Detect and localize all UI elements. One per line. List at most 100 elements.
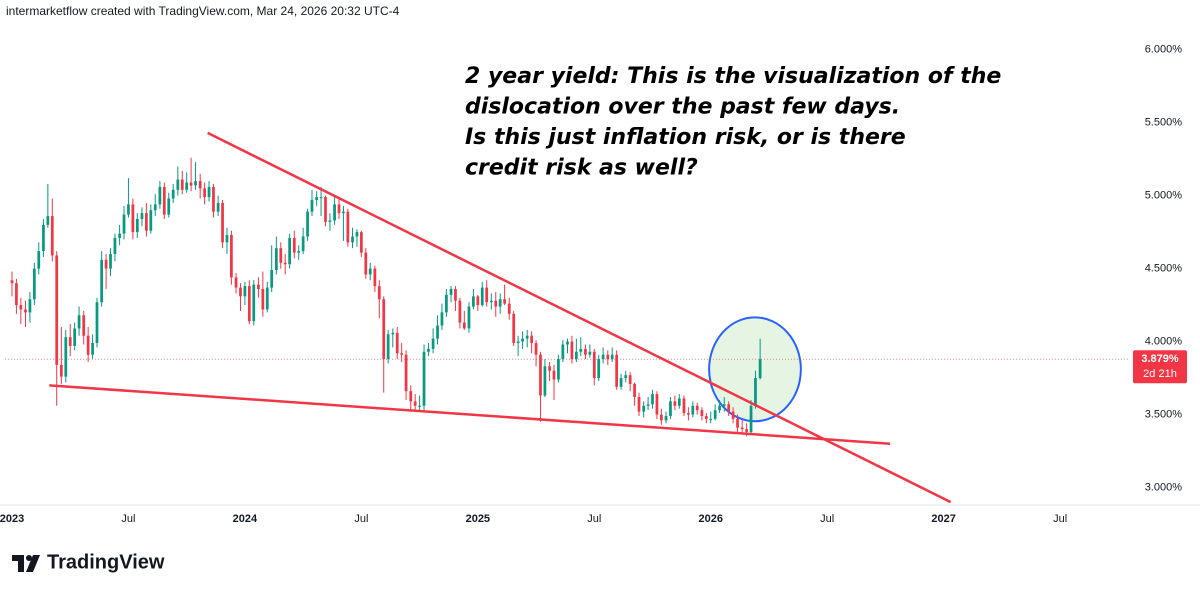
candle-body [373, 268, 377, 287]
candle-body [55, 255, 59, 365]
candle-body [498, 299, 502, 307]
logo-mark [26, 555, 40, 572]
candle-body [485, 287, 489, 303]
candle-body [749, 405, 753, 433]
candle-body [695, 405, 699, 411]
plot-area [5, 131, 1130, 504]
candle-body [386, 334, 390, 360]
x-tick-label: Jul [820, 513, 834, 525]
candle-body [413, 401, 417, 406]
candle-body [122, 214, 126, 234]
candle-body [207, 186, 211, 198]
trendline [207, 131, 952, 504]
candle-body [265, 287, 269, 310]
y-tick-label: 5.000% [1145, 190, 1183, 202]
candle-body [247, 286, 251, 322]
logo-mark [12, 555, 24, 572]
candle-body [310, 200, 314, 212]
candle-body [677, 398, 681, 406]
candle-body [454, 289, 457, 301]
candle-body [73, 328, 77, 346]
candle-body [391, 332, 395, 335]
x-tick-label: Jul [354, 513, 368, 525]
candle-body [637, 397, 641, 412]
candle-body [507, 303, 511, 314]
candle-body [503, 299, 506, 304]
candle-body [234, 277, 238, 288]
candle-body [745, 429, 748, 433]
candle-body [355, 232, 359, 237]
candle-body [257, 284, 260, 290]
candle-body [579, 348, 583, 352]
brand: TradingView [47, 551, 165, 573]
candle-body [131, 204, 135, 233]
candle-body [395, 332, 399, 354]
candle-body [118, 233, 121, 238]
candle-body [512, 313, 516, 344]
candle-body [548, 366, 551, 371]
candle-body [10, 280, 14, 284]
candle-body [557, 359, 560, 380]
candle-body [104, 259, 108, 269]
candle-body [297, 251, 301, 253]
candle-body [440, 312, 444, 326]
candle-body [221, 202, 224, 243]
candle-body [158, 186, 162, 205]
candle-body [404, 354, 408, 392]
x-tick-label: 2025 [466, 513, 490, 525]
candle-body [19, 305, 23, 310]
candle-body [476, 296, 480, 306]
candle-body [46, 216, 50, 225]
x-tick-label: 2026 [699, 513, 723, 525]
candle-body [704, 415, 708, 419]
trendline [49, 384, 891, 445]
annotation-line: 2 year yield: This is the visualization … [465, 64, 1001, 89]
candle-body [615, 354, 619, 387]
y-tick-label: 3.000% [1145, 481, 1183, 493]
candle-body [382, 299, 386, 360]
candle-body [458, 300, 462, 323]
candle-body [655, 394, 659, 415]
candle-body [592, 351, 596, 379]
candle-body [422, 351, 426, 406]
candle-body [489, 300, 493, 303]
candle-body [283, 262, 287, 265]
candle-body [574, 351, 578, 360]
candle-body [377, 286, 381, 300]
candle-body [189, 182, 193, 186]
candle-body [333, 204, 336, 221]
candle-body [431, 338, 435, 349]
candle-body [368, 268, 372, 275]
candle-body [113, 237, 117, 255]
candle-body [359, 232, 363, 253]
candle-body [400, 353, 404, 355]
candle-body [436, 325, 439, 339]
annotation-line: Is this just inflation risk, or is there [465, 125, 906, 150]
candle-body [727, 404, 731, 412]
candle-body [342, 211, 345, 214]
x-tick-label: Jul [1053, 513, 1067, 525]
x-tick-label: 2027 [931, 513, 955, 525]
candle-body [758, 359, 762, 379]
candle-body [15, 283, 18, 306]
candle-body [64, 337, 68, 377]
candle-body [521, 338, 524, 342]
y-tick-label: 3.500% [1145, 408, 1183, 420]
candle-body [203, 188, 206, 198]
candle-body [669, 401, 672, 416]
candle-body [566, 341, 569, 345]
candle-body [140, 213, 144, 219]
candle-body [176, 179, 180, 190]
candle-body [606, 354, 610, 360]
candle-body [37, 251, 41, 269]
candle-body [525, 335, 529, 339]
candle-body [543, 366, 547, 396]
candle-body [418, 405, 421, 407]
candle-body [261, 289, 265, 310]
candle-body [252, 284, 256, 322]
candle-body [162, 186, 166, 215]
logo: TradingView [12, 551, 165, 573]
candle-body [646, 404, 650, 406]
last-price-badge [1133, 350, 1187, 384]
